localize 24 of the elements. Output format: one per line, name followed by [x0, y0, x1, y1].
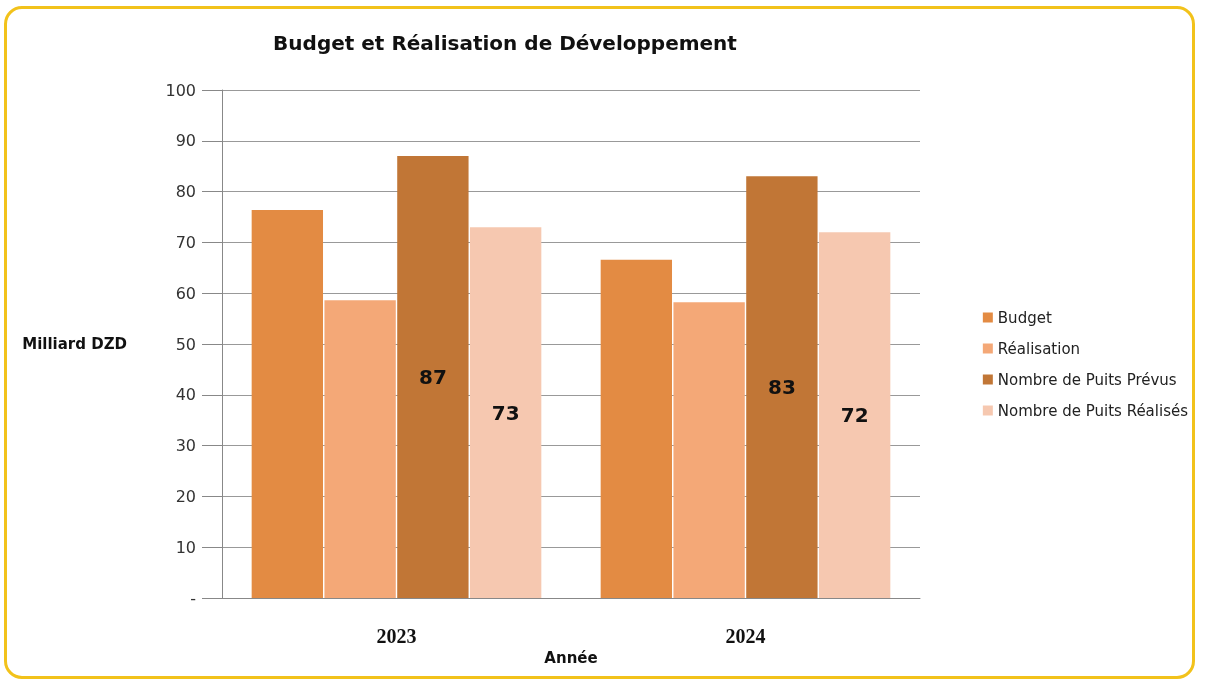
legend-label: Réalisation [997, 339, 1081, 358]
chart-title: Budget et Réalisation de Développement [273, 31, 738, 55]
x-tick-label: 2024 [725, 625, 766, 647]
data-label: 87 [418, 365, 447, 390]
y-tick-label: 70 [175, 232, 196, 252]
data-label: 72 [840, 403, 869, 428]
y-tick-label: 30 [175, 436, 196, 456]
y-tick-label: 10 [175, 537, 196, 557]
x-tick-label: 2023 [376, 625, 417, 647]
data-label: 73 [491, 400, 520, 425]
legend-label: Nombre de Puits Réalisés [997, 401, 1189, 420]
y-tick-label: 20 [175, 486, 196, 506]
y-tick-label: 50 [175, 334, 196, 354]
legend-label: Nombre de Puits Prévus [997, 370, 1177, 389]
y-tick-label: 90 [175, 131, 196, 151]
y-axis-title: Milliard DZD [22, 335, 127, 353]
x-axis-title: Année [544, 649, 598, 668]
y-tick-label: 80 [175, 182, 196, 202]
legend-label: Budget [997, 308, 1052, 327]
y-tick-label: 60 [175, 283, 196, 303]
data-label: 83 [767, 375, 796, 400]
y-tick-label: 40 [175, 385, 196, 405]
y-tick-label: 100 [165, 80, 196, 100]
y-tick-label: - [190, 588, 196, 608]
